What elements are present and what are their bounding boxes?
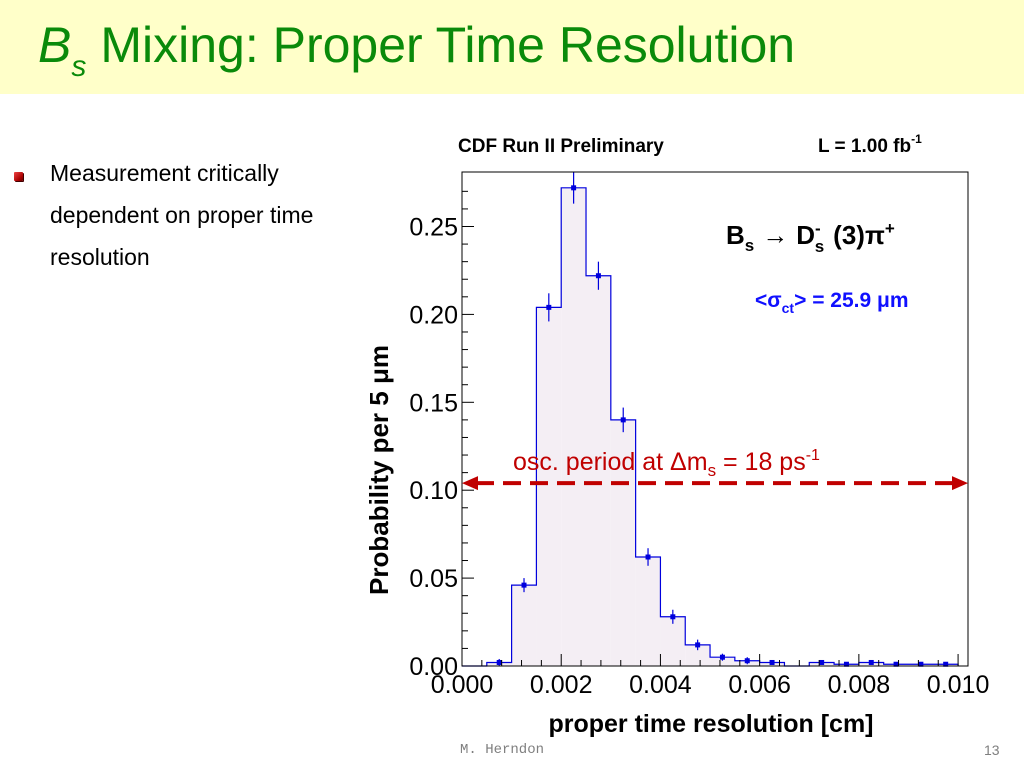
decay-rest-sup: + (885, 219, 895, 238)
axes-layer: 0.00 0.05 0.10 0.15 0.20 0.25 0.000 0.002 0.004 0… (409, 190, 990, 699)
y-axis-label: Probability per 5 μm (364, 345, 394, 595)
osc-sub: s (708, 461, 717, 480)
title-band: Bs Mixing: Proper Time Resolution (0, 0, 1024, 94)
histogram-bar (610, 419, 636, 666)
sigma-close: > = 25.9 μm (794, 289, 908, 312)
histogram-bar (586, 275, 611, 666)
decay-d-sup: - (815, 219, 821, 238)
osc-rest: = 18 ps (716, 448, 806, 476)
data-point (645, 554, 651, 560)
data-point (571, 185, 577, 191)
histogram-bar (685, 644, 711, 666)
decay-b-sub: s (745, 236, 754, 255)
bullet-item: Measurement critically dependent on prop… (14, 152, 344, 278)
data-point (620, 417, 626, 423)
histogram-bar (536, 307, 562, 666)
data-point (918, 661, 924, 667)
arrowhead-left-icon (462, 476, 478, 491)
data-point (695, 642, 701, 648)
decay-b: B (726, 220, 745, 250)
data-point (943, 661, 949, 667)
x-tick-label: 0.000 (431, 671, 494, 699)
bullet-text: Measurement critically dependent on prop… (50, 160, 314, 270)
osc-sup: -1 (806, 447, 820, 464)
histogram-bar (511, 585, 537, 666)
histogram-layer (462, 172, 959, 667)
x-tick-label: 0.010 (927, 671, 990, 699)
page-number: 13 (984, 742, 1000, 758)
sigma-ct-label: <σct> = 25.9 μm (755, 289, 909, 316)
lumi-superscript: -1 (911, 132, 922, 146)
data-point (843, 661, 849, 667)
data-point (496, 659, 502, 665)
histogram-bar (660, 616, 686, 666)
y-tick-label: 0.15 (409, 389, 458, 417)
chart-svg: CDF Run II Preliminary L = 1.00 fb-1 0.0… (364, 132, 990, 738)
data-point (719, 654, 725, 660)
histogram-bar (561, 187, 587, 666)
sigma-open: <σ (755, 289, 782, 312)
footer-author: M. Herndon (460, 742, 545, 758)
data-point (546, 304, 552, 310)
chart-panel: CDF Run II Preliminary L = 1.00 fb-1 0.0… (350, 110, 1024, 750)
data-point (819, 659, 825, 665)
sigma-sub: ct (782, 300, 795, 316)
title-b: B (38, 17, 72, 73)
x-tick-label: 0.004 (629, 671, 692, 699)
lumi-text: L = 1.00 fb (818, 136, 911, 157)
x-axis-label: proper time resolution [cm] (548, 710, 873, 738)
osc-period-label: osc. period at Δms = 18 ps-1 (513, 447, 820, 480)
data-point (670, 614, 676, 620)
y-tick-label: 0.05 (409, 565, 458, 593)
histogram-bar (635, 557, 661, 666)
data-point (744, 658, 750, 664)
x-tick-label: 0.006 (728, 671, 791, 699)
data-point (769, 659, 775, 665)
x-tick-label: 0.008 (828, 671, 891, 699)
data-point (521, 582, 527, 588)
decay-rest: (3)π (833, 220, 885, 250)
y-tick-label: 0.10 (409, 477, 458, 505)
chart-header-right: L = 1.00 fb-1 (818, 132, 922, 157)
histogram-bar (710, 657, 735, 666)
bullet-square-icon (14, 172, 23, 181)
decay-arrow: → (762, 220, 788, 250)
arrowhead-right-icon (952, 476, 968, 491)
slide-title: Bs Mixing: Proper Time Resolution (38, 6, 795, 92)
osc-period-arrow-layer (462, 476, 968, 491)
x-tick-label: 0.002 (530, 671, 593, 699)
decay-d: D (796, 220, 815, 250)
y-tick-label: 0.20 (409, 301, 458, 329)
data-point (893, 661, 899, 667)
y-tick-label: 0.00 (409, 653, 458, 681)
decay-label: Bs → D-s (3)π+ (726, 219, 895, 256)
title-subscript: s (71, 50, 87, 83)
y-tick-label: 0.25 (409, 213, 458, 241)
osc-text: osc. period at Δm (513, 448, 708, 476)
data-point (868, 659, 874, 665)
bullet-list: Measurement critically dependent on prop… (14, 152, 344, 278)
title-text: Mixing: Proper Time Resolution (100, 17, 796, 73)
decay-d-sub: s (815, 237, 824, 256)
chart-header-left: CDF Run II Preliminary (458, 136, 664, 157)
plot-frame (461, 171, 969, 667)
data-point (595, 273, 601, 279)
